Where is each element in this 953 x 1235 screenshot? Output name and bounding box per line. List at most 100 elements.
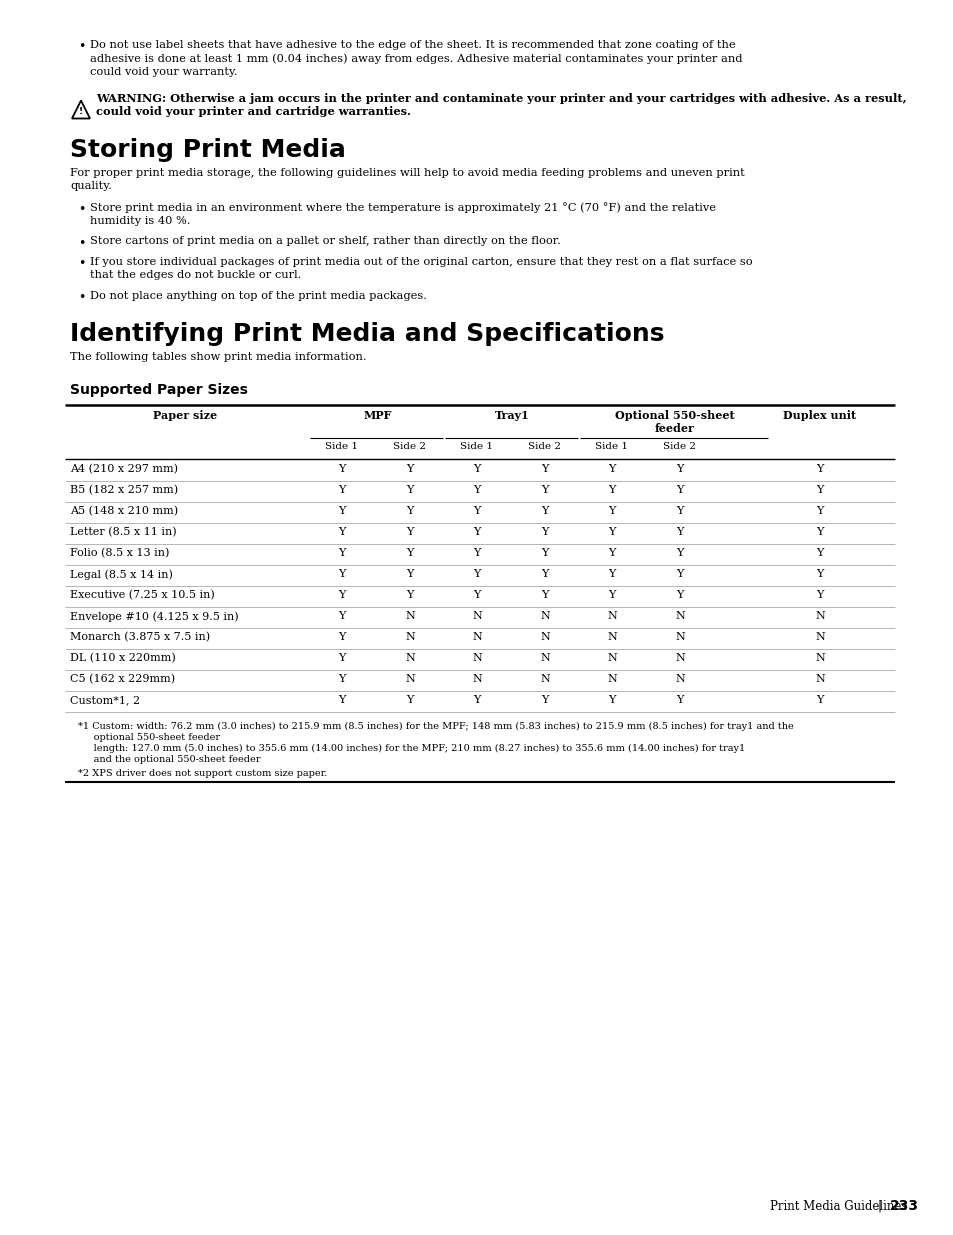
Text: Y: Y [406,506,414,516]
Text: adhesive is done at least 1 mm (0.04 inches) away from edges. Adhesive material : adhesive is done at least 1 mm (0.04 inc… [90,53,741,64]
Text: and the optional 550-sheet feeder: and the optional 550-sheet feeder [78,755,260,764]
Text: Y: Y [473,695,480,705]
Text: N: N [405,653,415,663]
Text: •: • [78,257,85,270]
Text: Paper size: Paper size [152,410,217,421]
Text: Y: Y [608,464,615,474]
Text: Y: Y [473,569,480,579]
Text: Print Media Guidelines: Print Media Guidelines [769,1200,906,1213]
Text: Y: Y [473,464,480,474]
Text: Y: Y [676,548,683,558]
Text: Y: Y [338,674,345,684]
Text: N: N [814,632,824,642]
Text: For proper print media storage, the following guidelines will help to avoid medi: For proper print media storage, the foll… [70,168,744,178]
Text: Y: Y [338,569,345,579]
Text: Storing Print Media: Storing Print Media [70,137,346,162]
Text: Y: Y [338,548,345,558]
Text: Y: Y [540,464,548,474]
Text: Y: Y [816,569,822,579]
Text: N: N [675,653,684,663]
Text: Y: Y [338,590,345,600]
Text: Y: Y [406,548,414,558]
Text: Y: Y [608,569,615,579]
Text: that the edges do not buckle or curl.: that the edges do not buckle or curl. [90,270,301,280]
Text: optional 550-sheet feeder: optional 550-sheet feeder [78,734,220,742]
Text: Do not use label sheets that have adhesive to the edge of the sheet. It is recom: Do not use label sheets that have adhesi… [90,40,735,49]
Text: Y: Y [816,548,822,558]
Text: Y: Y [540,485,548,495]
Text: Monarch (3.875 x 7.5 in): Monarch (3.875 x 7.5 in) [70,632,210,642]
Text: Y: Y [406,485,414,495]
Text: Y: Y [473,506,480,516]
Text: Y: Y [338,464,345,474]
Text: Y: Y [338,653,345,663]
Text: Y: Y [540,506,548,516]
Text: Y: Y [676,569,683,579]
Text: Do not place anything on top of the print media packages.: Do not place anything on top of the prin… [90,291,427,301]
Text: WARNING: Otherwise a jam occurs in the printer and contaminate your printer and : WARNING: Otherwise a jam occurs in the p… [96,93,905,104]
Text: Letter (8.5 x 11 in): Letter (8.5 x 11 in) [70,527,176,537]
Text: |: | [877,1200,882,1213]
Text: Tray1: Tray1 [495,410,529,421]
Text: N: N [539,611,549,621]
Text: Y: Y [816,590,822,600]
Text: humidity is 40 %.: humidity is 40 %. [90,216,191,226]
Text: N: N [675,674,684,684]
Text: N: N [472,674,481,684]
Text: Y: Y [816,464,822,474]
Text: Supported Paper Sizes: Supported Paper Sizes [70,383,248,396]
Text: *1 Custom: width: 76.2 mm (3.0 inches) to 215.9 mm (8.5 inches) for the MPF; 148: *1 Custom: width: 76.2 mm (3.0 inches) t… [78,722,793,731]
Text: N: N [814,611,824,621]
Text: Envelope #10 (4.125 x 9.5 in): Envelope #10 (4.125 x 9.5 in) [70,611,238,621]
Text: C5 (162 x 229mm): C5 (162 x 229mm) [70,674,175,684]
Text: Y: Y [540,527,548,537]
Text: Y: Y [473,590,480,600]
Text: Y: Y [540,569,548,579]
Text: Y: Y [816,527,822,537]
Text: could void your printer and cartridge warranties.: could void your printer and cartridge wa… [96,106,411,117]
Text: N: N [675,632,684,642]
Text: !: ! [79,107,83,116]
Text: Y: Y [816,695,822,705]
Text: Y: Y [676,590,683,600]
Text: B5 (182 x 257 mm): B5 (182 x 257 mm) [70,485,178,495]
Text: N: N [606,611,617,621]
Text: N: N [539,674,549,684]
Text: Y: Y [406,464,414,474]
Text: Y: Y [608,548,615,558]
Text: 233: 233 [889,1199,918,1213]
Text: Y: Y [338,632,345,642]
Text: Custom*1, 2: Custom*1, 2 [70,695,140,705]
Text: Y: Y [676,464,683,474]
Text: Y: Y [608,695,615,705]
Text: •: • [78,203,85,215]
Text: Side 2: Side 2 [393,442,426,451]
Text: Y: Y [608,506,615,516]
Text: Y: Y [473,485,480,495]
Text: A5 (148 x 210 mm): A5 (148 x 210 mm) [70,506,178,516]
Text: Y: Y [338,485,345,495]
Text: Y: Y [676,695,683,705]
Text: quality.: quality. [70,182,112,191]
Text: Y: Y [338,506,345,516]
Text: N: N [539,632,549,642]
Text: Side 2: Side 2 [528,442,561,451]
Text: A4 (210 x 297 mm): A4 (210 x 297 mm) [70,464,178,474]
Text: Y: Y [473,527,480,537]
Text: Y: Y [406,590,414,600]
Text: Side 1: Side 1 [325,442,358,451]
Text: could void your warranty.: could void your warranty. [90,67,237,77]
Text: N: N [472,611,481,621]
Text: length: 127.0 mm (5.0 inches) to 355.6 mm (14.00 inches) for the MPF; 210 mm (8.: length: 127.0 mm (5.0 inches) to 355.6 m… [78,743,744,753]
Text: Y: Y [338,611,345,621]
Text: Y: Y [608,527,615,537]
Text: •: • [78,236,85,249]
Text: If you store individual packages of print media out of the original carton, ensu: If you store individual packages of prin… [90,257,752,267]
Text: Y: Y [338,695,345,705]
Text: N: N [405,674,415,684]
Text: Legal (8.5 x 14 in): Legal (8.5 x 14 in) [70,569,172,579]
Text: Y: Y [338,527,345,537]
Text: Side 1: Side 1 [460,442,493,451]
Text: N: N [606,674,617,684]
Text: Store print media in an environment where the temperature is approximately 21 °C: Store print media in an environment wher… [90,203,716,214]
